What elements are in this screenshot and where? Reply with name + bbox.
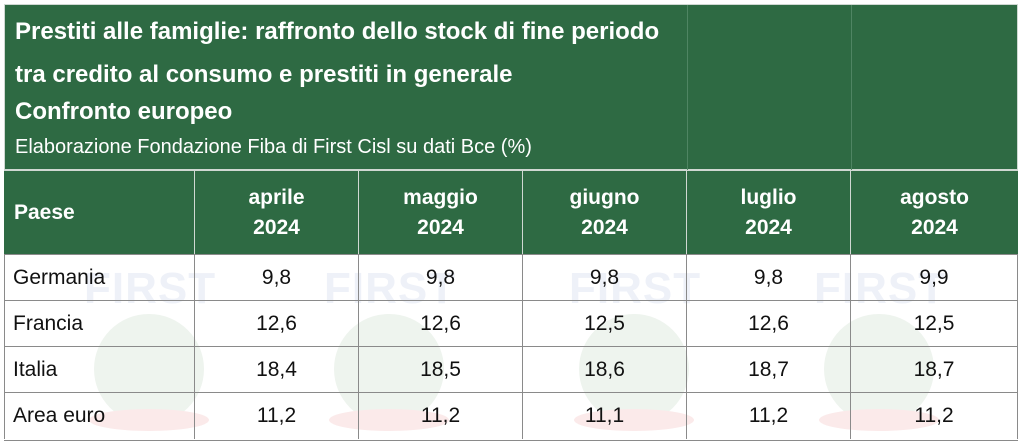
value-cell: 18,5 [358,347,522,393]
column-header-month: giugno [569,186,640,209]
value-cell: 12,5 [522,301,686,347]
column-header-month: agosto [900,186,969,209]
table-title-block: Prestiti alle famiglie: raffronto dello … [4,4,1018,171]
column-header-year: 2024 [417,216,464,239]
country-cell: Italia [4,347,194,393]
column-header-label: Paese [14,201,75,224]
country-cell: Francia [4,301,194,347]
country-cell: Area euro [4,393,194,439]
table-subtitle: Elaborazione Fondazione Fiba di First Ci… [15,136,532,158]
value-cell: 11,2 [194,393,358,439]
table-title-line-1: Prestiti alle famiglie: raffronto dello … [15,18,660,45]
column-header-country: Paese [4,171,194,255]
value-cell: 9,8 [194,255,358,301]
value-cell: 11,2 [850,393,1018,439]
value-cell: 9,8 [522,255,686,301]
table-title-line-3: Confronto europeo [15,98,233,125]
value-cell: 18,7 [850,347,1018,393]
column-header-month: maggio [403,186,478,209]
column-header-year: 2024 [745,216,792,239]
column-header-year: 2024 [911,216,958,239]
country-cell: Germania [4,255,194,301]
column-header-year: 2024 [581,216,628,239]
value-cell: 11,1 [522,393,686,439]
data-table: FIRST FIRST FIRST FIRST Prestiti alle fa… [4,4,1018,441]
value-cell: 18,7 [686,347,850,393]
column-header-month: luglio [740,186,797,209]
value-cell: 18,4 [194,347,358,393]
column-header-year: 2024 [253,216,300,239]
table-title-line-2: tra credito al consumo e prestiti in gen… [15,61,513,88]
column-header-may: maggio 2024 [358,171,522,255]
value-cell: 9,9 [850,255,1018,301]
table-bottom-border [4,440,1018,441]
column-header-month: aprile [248,186,305,209]
column-header-april: aprile 2024 [194,171,358,255]
table-row-germany: Germania 9,8 9,8 9,8 9,8 9,9 [4,254,1018,301]
table-row-euro-area: Area euro 11,2 11,2 11,1 11,2 11,2 [4,392,1018,439]
value-cell: 9,8 [358,255,522,301]
table-row-france: Francia 12,6 12,6 12,5 12,6 12,5 [4,300,1018,347]
column-header-august: agosto 2024 [850,171,1018,255]
column-header-july: luglio 2024 [686,171,850,255]
value-cell: 12,6 [194,301,358,347]
value-cell: 11,2 [686,393,850,439]
value-cell: 9,8 [686,255,850,301]
value-cell: 18,6 [522,347,686,393]
column-header-june: giugno 2024 [522,171,686,255]
table-row-italy: Italia 18,4 18,5 18,6 18,7 18,7 [4,346,1018,393]
value-cell: 12,6 [686,301,850,347]
value-cell: 11,2 [358,393,522,439]
value-cell: 12,6 [358,301,522,347]
column-header-row: Paese aprile 2024 maggio 2024 giugno 202… [4,170,1018,255]
value-cell: 12,5 [850,301,1018,347]
